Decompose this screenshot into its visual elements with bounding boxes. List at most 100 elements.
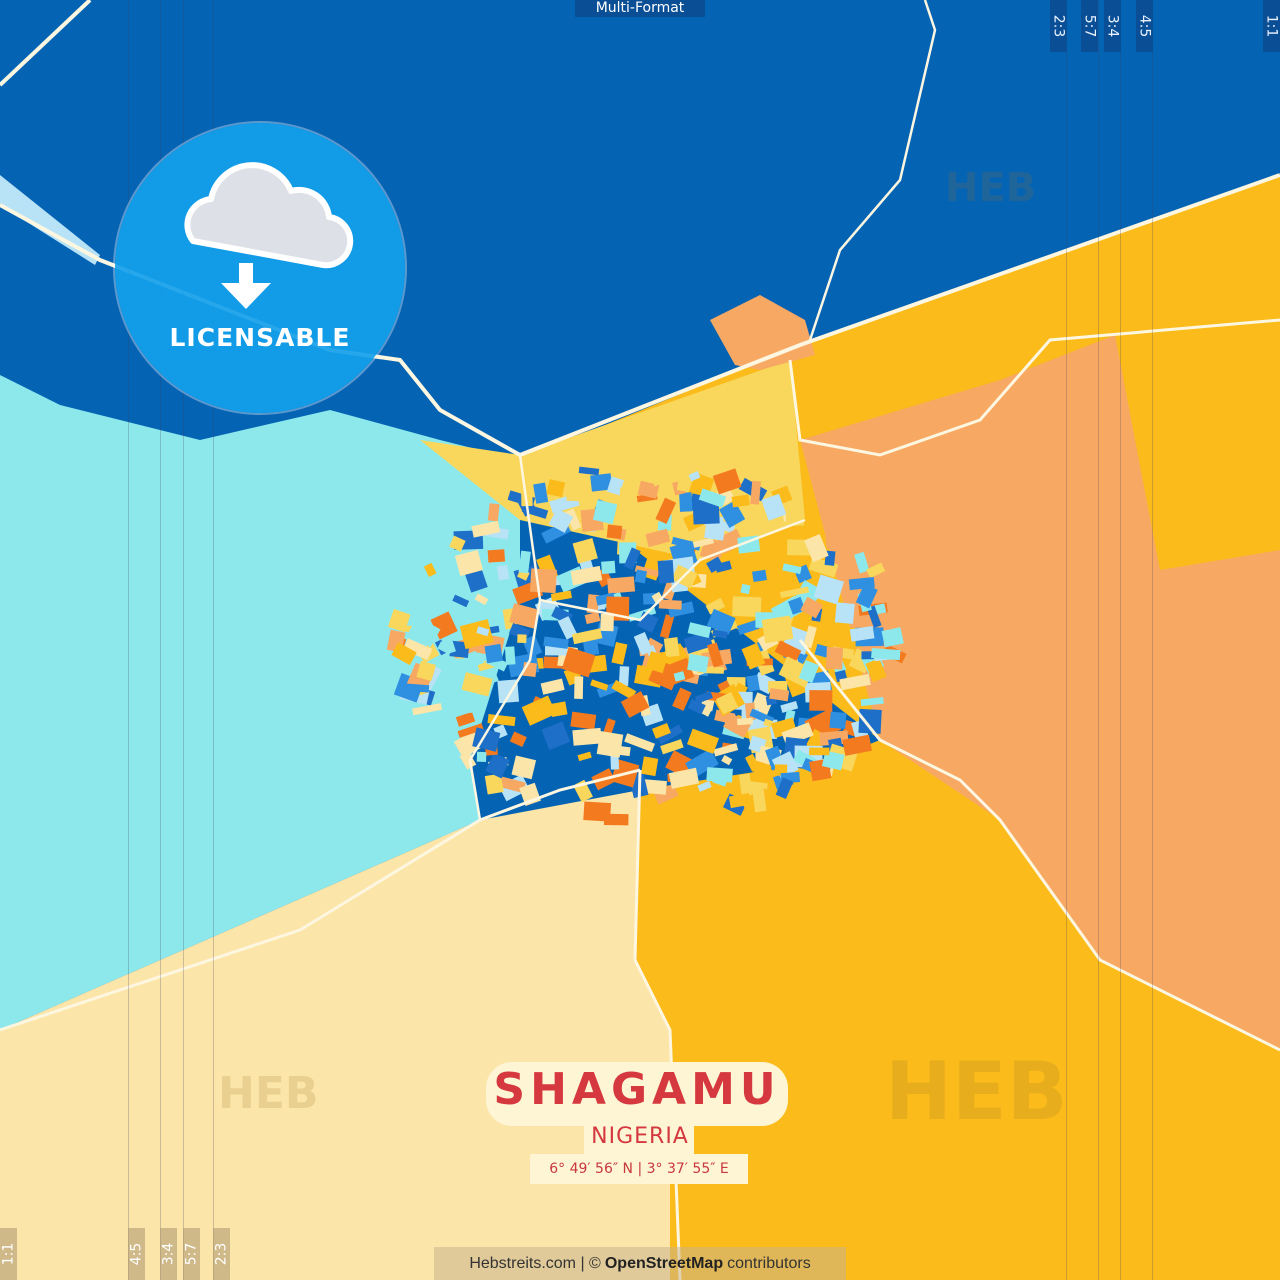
town-block bbox=[782, 563, 802, 575]
site-credit: Hebstreits.com | © bbox=[469, 1254, 601, 1272]
town-block bbox=[584, 611, 601, 625]
town-block bbox=[651, 723, 671, 739]
town-block bbox=[601, 560, 616, 574]
town-block bbox=[572, 538, 598, 564]
country-name: NIGERIA bbox=[591, 1124, 689, 1149]
town-block bbox=[461, 672, 493, 697]
town-block bbox=[618, 666, 630, 686]
town-block bbox=[842, 734, 873, 756]
town-block bbox=[763, 718, 774, 728]
ratio-tab-4-5: 4:5 bbox=[128, 1228, 145, 1280]
town-block bbox=[712, 629, 728, 639]
town-block bbox=[694, 691, 713, 704]
town-block bbox=[659, 614, 675, 639]
town-block bbox=[881, 627, 904, 648]
town-block bbox=[660, 739, 684, 755]
town-block bbox=[692, 501, 720, 525]
town-block bbox=[871, 647, 901, 661]
town-block bbox=[824, 524, 843, 549]
ratio-tab-1-1: 1:1 bbox=[1263, 0, 1280, 52]
town-block bbox=[637, 480, 660, 499]
town-block bbox=[459, 655, 485, 671]
town-block bbox=[465, 692, 478, 714]
town-block bbox=[706, 608, 736, 635]
town-block bbox=[496, 565, 510, 581]
town-block bbox=[429, 656, 456, 666]
multi-format-tab: Multi-Format bbox=[575, 0, 705, 17]
town-block bbox=[570, 711, 597, 730]
crop-guide bbox=[160, 0, 161, 1280]
town-block bbox=[611, 641, 628, 665]
town-block bbox=[645, 459, 672, 487]
town-block bbox=[423, 562, 437, 578]
town-block bbox=[407, 616, 441, 648]
town-block bbox=[798, 660, 820, 684]
town-block bbox=[644, 637, 664, 656]
town-block bbox=[860, 697, 884, 707]
town-block bbox=[825, 647, 844, 670]
town-block bbox=[484, 773, 504, 795]
road-southeast bbox=[798, 639, 1280, 1052]
town-block bbox=[449, 640, 470, 659]
town-block bbox=[457, 723, 484, 738]
town-block bbox=[656, 724, 684, 745]
town-block bbox=[548, 508, 574, 533]
town-block bbox=[546, 479, 566, 498]
watermark: HEB bbox=[218, 1068, 319, 1119]
town-block bbox=[590, 679, 609, 691]
crop-guide bbox=[183, 0, 184, 1280]
city-name: SHAGAMU bbox=[493, 1064, 781, 1115]
town-block bbox=[449, 535, 466, 552]
town-block bbox=[663, 637, 680, 658]
ratio-tab-3-4: 3:4 bbox=[1104, 0, 1121, 52]
town-block bbox=[509, 731, 527, 748]
town-block bbox=[769, 687, 790, 702]
town-block bbox=[676, 469, 690, 492]
town-block bbox=[606, 476, 625, 496]
osm-link[interactable]: OpenStreetMap bbox=[604, 1254, 724, 1272]
crop-guide bbox=[1066, 0, 1067, 1280]
town-block bbox=[752, 569, 767, 583]
town-block bbox=[804, 534, 829, 563]
town-block bbox=[800, 596, 824, 619]
ratio-tab-3-4: 3:4 bbox=[160, 1228, 177, 1280]
town-block bbox=[572, 628, 603, 645]
licensable-badge[interactable]: LICENSABLE bbox=[115, 123, 405, 413]
town-block bbox=[687, 698, 706, 715]
town-block bbox=[578, 466, 600, 476]
road-northwest-corner bbox=[0, 0, 92, 87]
town-block bbox=[861, 651, 874, 660]
town-block bbox=[557, 616, 578, 640]
cyan-region-left bbox=[0, 375, 520, 1030]
town-block bbox=[529, 568, 557, 594]
town-block bbox=[561, 646, 596, 678]
town-block bbox=[854, 551, 870, 574]
town-block bbox=[752, 787, 767, 813]
contributors-text: contributors bbox=[727, 1254, 811, 1272]
town-block bbox=[731, 494, 750, 508]
town-block bbox=[718, 500, 746, 528]
town-block bbox=[673, 671, 686, 682]
town-block bbox=[653, 783, 679, 805]
crop-guide bbox=[213, 0, 214, 1280]
town-block bbox=[583, 801, 612, 822]
town-block bbox=[623, 547, 641, 571]
town-block bbox=[704, 524, 726, 541]
town-block bbox=[706, 767, 733, 783]
country-cartouche bbox=[584, 1124, 694, 1154]
town-block bbox=[500, 529, 520, 553]
town-block bbox=[839, 673, 871, 691]
town-block bbox=[866, 605, 882, 629]
ratio-tab-2-3: 2:3 bbox=[213, 1228, 230, 1280]
town-block bbox=[808, 556, 839, 578]
town-block bbox=[634, 565, 660, 578]
crop-guide bbox=[128, 0, 129, 1280]
town-block bbox=[511, 755, 537, 780]
town-block bbox=[543, 636, 569, 649]
light-blue-strip bbox=[0, 175, 100, 265]
town-block bbox=[533, 482, 549, 504]
town-block bbox=[454, 549, 484, 577]
town-block bbox=[713, 743, 739, 757]
town-block bbox=[707, 642, 724, 668]
town-block bbox=[487, 503, 500, 522]
